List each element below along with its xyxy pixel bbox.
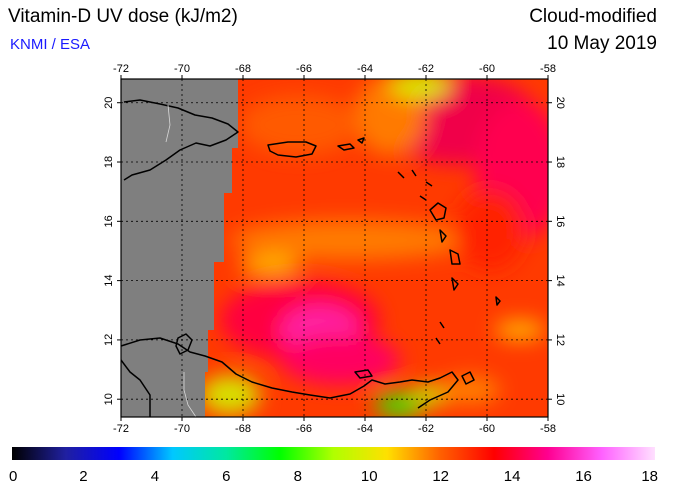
- country-borders: [165, 104, 197, 418]
- lon-tick-label-top: -70: [174, 63, 190, 75]
- martinique-coast: [449, 249, 461, 265]
- guadeloupe-coast: [429, 202, 447, 221]
- lon-tick-label-top: -68: [235, 63, 251, 75]
- axis-ticks: -72 -72 -70 -70 -68 -68 -66 -66 -64 -64 -62 -62 -60 -…: [103, 63, 566, 435]
- dominica-coast: [439, 229, 447, 243]
- lat-tick-label-left: 16: [103, 215, 115, 227]
- date-label: 10 May 2019: [547, 33, 657, 54]
- lon-tick-label-top: -64: [357, 63, 373, 75]
- colorbar-label: 0: [9, 468, 17, 485]
- lon-tick-label-top: -72: [113, 63, 129, 75]
- hispaniola-coast: [123, 99, 239, 181]
- lon-tick-label-bottom: -60: [479, 423, 495, 435]
- colorbar-label: 16: [575, 468, 592, 485]
- virgin-islands-coast: [337, 137, 365, 151]
- colorbar-label: 8: [294, 468, 302, 485]
- lon-tick-label-bottom: -68: [235, 423, 251, 435]
- puerto-rico-coast: [267, 141, 317, 158]
- lat-tick-label-right: 10: [554, 393, 566, 405]
- lon-tick-label-bottom: -66: [296, 423, 312, 435]
- lat-tick-label-left: 12: [103, 334, 115, 346]
- colorbar-label: 18: [641, 468, 658, 485]
- colorbar-label: 4: [151, 468, 159, 485]
- colorbar-label: 6: [222, 468, 230, 485]
- plot-frame: [120, 78, 549, 418]
- lat-tick-label-left: 20: [103, 97, 115, 109]
- colorbar: [12, 447, 655, 460]
- lat-tick-label-left: 14: [103, 274, 115, 286]
- uv-field-blobs: [200, 79, 548, 417]
- st-lucia-coast: [451, 277, 459, 291]
- margarita-coast: [354, 369, 373, 379]
- colorbar-label: 12: [432, 468, 449, 485]
- venezuela-coast: [120, 337, 459, 409]
- lat-tick-label-left: 18: [103, 156, 115, 168]
- data-field: [121, 79, 548, 417]
- coastlines: [120, 99, 501, 417]
- map-title: Vitamin-D UV dose (kJ/m2): [8, 6, 238, 27]
- barbados-coast: [495, 296, 501, 306]
- lon-tick-label-bottom: -72: [113, 423, 129, 435]
- colombia-venezuela-border: [183, 372, 197, 418]
- lat-tick-label-right: 20: [554, 97, 566, 109]
- lat-tick-label-right: 18: [554, 156, 566, 168]
- lon-tick-label-bottom: -70: [174, 423, 190, 435]
- trinidad-coast: [461, 371, 475, 385]
- colorbar-label: 10: [361, 468, 378, 485]
- grenadines-coast: [435, 321, 445, 345]
- lat-tick-label-right: 12: [554, 334, 566, 346]
- lon-tick-label-top: -66: [296, 63, 312, 75]
- colorbar-labels: 0 2 4 6 8 10 12 14 16 18: [9, 468, 658, 485]
- lon-tick-label-bottom: -58: [540, 423, 556, 435]
- lesser-antilles-north: [397, 169, 433, 201]
- lon-tick-label-top: -58: [540, 63, 556, 75]
- lon-tick-label-top: -60: [479, 63, 495, 75]
- aruba-curacao-coast: [175, 333, 193, 355]
- lon-tick-label-bottom: -64: [357, 423, 373, 435]
- lon-tick-label-bottom: -62: [418, 423, 434, 435]
- lat-tick-label-right: 16: [554, 215, 566, 227]
- venezuela-interior-border: [120, 359, 151, 417]
- lat-tick-label-right: 14: [554, 274, 566, 286]
- data-source-label: KNMI / ESA: [10, 36, 91, 53]
- lat-tick-label-left: 10: [103, 393, 115, 405]
- haiti-dr-border: [165, 104, 171, 143]
- colorbar-label: 14: [504, 468, 521, 485]
- no-data-area: [121, 79, 238, 417]
- lon-tick-label-top: -62: [418, 63, 434, 75]
- colorbar-label: 2: [79, 468, 87, 485]
- product-label: Cloud-modified: [529, 6, 657, 27]
